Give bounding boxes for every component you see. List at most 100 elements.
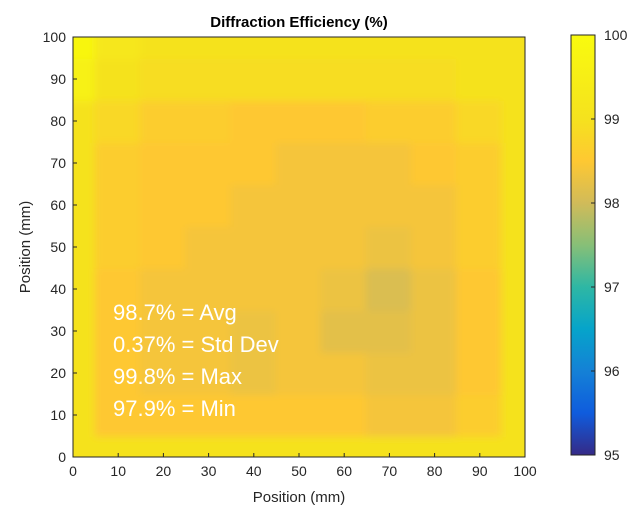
heatmap-cell [501, 393, 525, 437]
heatmap-cell [365, 99, 413, 143]
heatmap-cell [320, 435, 368, 457]
heatmap-cell [94, 141, 142, 185]
heatmap-cell [275, 351, 323, 395]
heatmap-cell [230, 393, 278, 437]
colorbar-tick-label: 99 [604, 111, 620, 127]
heatmap-cell [185, 37, 233, 59]
heatmap-plot-area [73, 37, 525, 457]
y-tick-label: 100 [43, 29, 67, 45]
x-tick-label: 50 [291, 463, 307, 479]
x-tick-label: 10 [110, 463, 126, 479]
heatmap-cell [501, 267, 525, 311]
y-tick-label: 40 [50, 281, 66, 297]
heatmap-cell [365, 183, 413, 227]
x-tick-label: 60 [336, 463, 352, 479]
heatmap-cell [320, 351, 368, 395]
heatmap-cell [185, 183, 233, 227]
heatmap-cell [456, 435, 504, 457]
heatmap-cell [230, 183, 278, 227]
heatmap-cell [230, 351, 278, 395]
heatmap-cell [139, 141, 187, 185]
heatmap-cell [275, 99, 323, 143]
colorbar-tick-label: 95 [604, 447, 620, 463]
heatmap-cell [230, 37, 278, 59]
heatmap-cell [230, 141, 278, 185]
heatmap-cell [456, 99, 504, 143]
y-tick-label: 10 [50, 407, 66, 423]
heatmap-cell [456, 57, 504, 101]
heatmap-cell [320, 225, 368, 269]
annotation-avg: 98.7% = Avg [113, 300, 237, 325]
heatmap-cell [73, 99, 97, 143]
annotation-min: 97.9% = Min [113, 396, 236, 421]
heatmap-cell [185, 99, 233, 143]
y-tick-label: 30 [50, 323, 66, 339]
heatmap-cell [185, 141, 233, 185]
colorbar-tick-label: 96 [604, 363, 620, 379]
heatmap-cell [73, 393, 97, 437]
heatmap-cell [94, 57, 142, 101]
heatmap-cell [185, 435, 233, 457]
heatmap-cell [411, 37, 459, 59]
y-tick-label: 50 [50, 239, 66, 255]
x-axis-label: Position (mm) [253, 489, 346, 506]
heatmap-cell [139, 351, 187, 395]
heatmap-cell [320, 99, 368, 143]
heatmap-cell [501, 37, 525, 59]
heatmap-cell [94, 435, 142, 457]
x-tick-label: 100 [513, 463, 537, 479]
heatmap-cell [139, 99, 187, 143]
heatmap-cell [73, 225, 97, 269]
heatmap-cell [320, 141, 368, 185]
heatmap-cell [139, 57, 187, 101]
heatmap-cell [185, 267, 233, 311]
heatmap-cell [411, 57, 459, 101]
heatmap-cell [456, 141, 504, 185]
heatmap-cell [275, 393, 323, 437]
heatmap-cell [139, 267, 187, 311]
heatmap-cell [320, 37, 368, 59]
heatmap-cell [456, 225, 504, 269]
heatmap-cell [230, 225, 278, 269]
heatmap-cell [230, 57, 278, 101]
heatmap-cell [411, 141, 459, 185]
x-tick-label: 0 [69, 463, 77, 479]
heatmap-cell [411, 267, 459, 311]
stat-annotations: 98.7% = Avg 0.37% = Std Dev 99.8% = Max … [113, 300, 279, 421]
heatmap-cell [365, 435, 413, 457]
y-tick-label: 70 [50, 155, 66, 171]
colorbar-tick-label: 97 [604, 279, 620, 295]
heatmap-cell [501, 99, 525, 143]
x-tick-label: 80 [427, 463, 443, 479]
heatmap-cells [73, 37, 525, 457]
annotation-max: 99.8% = Max [113, 364, 242, 389]
heatmap-cell [411, 99, 459, 143]
heatmap-cell [139, 309, 187, 353]
x-tick-label: 90 [472, 463, 488, 479]
heatmap-cell [185, 309, 233, 353]
heatmap-cell [230, 99, 278, 143]
heatmap-cell [411, 225, 459, 269]
heatmap-cell [411, 309, 459, 353]
heatmap-cell [94, 183, 142, 227]
heatmap-cell [501, 183, 525, 227]
heatmap-cell [456, 37, 504, 59]
y-tick-label: 0 [58, 449, 66, 465]
heatmap-cell [365, 393, 413, 437]
colorbar-tick-label: 100 [604, 27, 628, 43]
heatmap-cell [94, 393, 142, 437]
heatmap-cell [320, 267, 368, 311]
y-tick-label: 20 [50, 365, 66, 381]
heatmap-cell [365, 309, 413, 353]
heatmap-cell [411, 435, 459, 457]
heatmap-cell [185, 393, 233, 437]
x-axis-ticks: 0 10 20 30 40 50 60 70 80 90 100 [69, 453, 537, 479]
colorbar: 95 96 97 98 99 100 [570, 27, 628, 463]
x-tick-label: 70 [382, 463, 398, 479]
heatmap-cell [94, 99, 142, 143]
heatmap-cell [365, 141, 413, 185]
heatmap-cell [73, 267, 97, 311]
heatmap-cell [501, 351, 525, 395]
heatmap-cell [94, 267, 142, 311]
